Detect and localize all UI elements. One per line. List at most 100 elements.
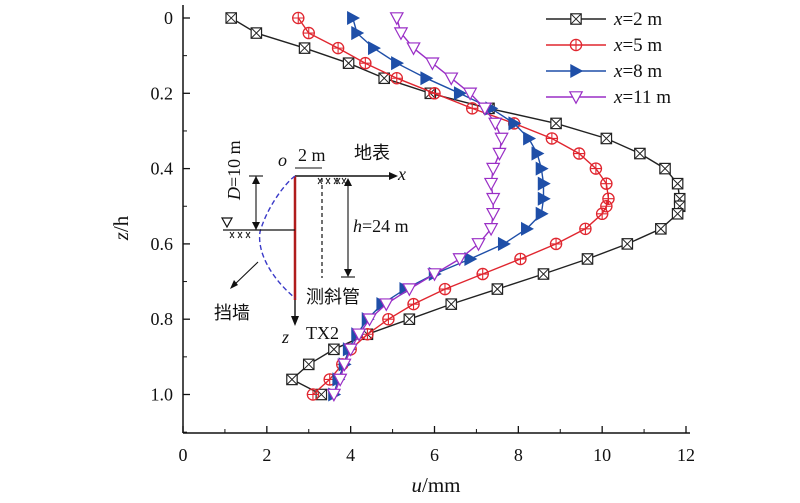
data-point bbox=[568, 91, 584, 105]
data-point bbox=[494, 132, 509, 146]
x-tick-label: 4 bbox=[346, 445, 355, 465]
data-point-plus bbox=[360, 57, 371, 69]
data-point bbox=[343, 343, 358, 357]
legend-item: x=8 m bbox=[546, 61, 662, 82]
axis-ticks: 0 2 4 6 8 10 12 0 0.2 0.4 0.6 0.8 1.0 bbox=[151, 8, 696, 465]
inset-wall-pointer bbox=[231, 261, 259, 288]
data-point-plus bbox=[303, 27, 314, 39]
inset-height-dim-arrow-bottom bbox=[344, 269, 352, 277]
data-point-plus bbox=[601, 178, 612, 189]
data-point bbox=[382, 312, 395, 326]
data-point bbox=[452, 253, 467, 267]
data-point bbox=[465, 102, 479, 115]
data-point bbox=[579, 222, 592, 236]
legend-value: =8 m bbox=[622, 61, 662, 82]
data-point-cross bbox=[299, 42, 311, 54]
series-3 bbox=[326, 12, 509, 402]
data-point-plus bbox=[580, 223, 591, 235]
data-point bbox=[523, 131, 537, 146]
data-point bbox=[589, 162, 603, 175]
data-point-cross bbox=[378, 72, 390, 84]
legend-label: x=11 m bbox=[613, 87, 671, 108]
y-tick-label: 0.6 bbox=[151, 234, 174, 254]
data-point bbox=[390, 71, 404, 85]
data-point bbox=[572, 147, 586, 160]
data-point bbox=[306, 388, 320, 401]
x-tick-label: 12 bbox=[677, 445, 695, 465]
data-point bbox=[535, 206, 549, 221]
data-point bbox=[537, 191, 551, 206]
inset-z-arrowhead bbox=[291, 316, 299, 326]
data-point-plus bbox=[570, 39, 582, 51]
inset-x-axis-label: x bbox=[397, 164, 406, 184]
data-point-plus bbox=[546, 133, 558, 144]
data-point-plus bbox=[293, 12, 304, 24]
inset-excavation-hatch bbox=[229, 231, 251, 239]
legend-value: =2 m bbox=[622, 9, 662, 30]
legend-item: x=5 m bbox=[546, 35, 662, 56]
data-point bbox=[485, 162, 501, 177]
data-point bbox=[351, 26, 365, 41]
data-point-plus bbox=[429, 88, 440, 99]
data-point bbox=[368, 41, 381, 56]
legend-var: x bbox=[613, 61, 623, 82]
data-point bbox=[549, 237, 563, 251]
data-point bbox=[483, 177, 499, 192]
data-point bbox=[389, 12, 404, 26]
data-point-cross bbox=[621, 238, 633, 250]
data-point bbox=[471, 238, 486, 252]
data-point-plus bbox=[307, 389, 319, 400]
data-point-plus bbox=[477, 268, 488, 280]
data-point-plus bbox=[515, 253, 526, 265]
series-2 bbox=[328, 10, 551, 402]
legend-var: x bbox=[613, 87, 623, 108]
legend-value: =5 m bbox=[622, 35, 662, 56]
data-point-cross bbox=[672, 178, 684, 190]
data-point bbox=[535, 161, 549, 176]
data-point bbox=[492, 147, 507, 161]
x-tick-label: 2 bbox=[262, 445, 271, 465]
inset-height-dim-arrow-top bbox=[344, 178, 352, 186]
inset-wall-pointer-head bbox=[230, 280, 238, 289]
data-point bbox=[391, 56, 405, 71]
data-point-cross bbox=[655, 223, 667, 235]
legend-value: =11 m bbox=[622, 87, 671, 108]
data-point-cross bbox=[659, 163, 671, 175]
data-point bbox=[428, 87, 441, 100]
x-tick-label: 10 bbox=[593, 445, 611, 465]
x-tick-label: 8 bbox=[514, 445, 523, 465]
inset-depth-dim-arrow-top bbox=[252, 176, 260, 184]
y-tick-label: 0.4 bbox=[151, 159, 174, 179]
data-point bbox=[453, 86, 467, 101]
data-point bbox=[464, 251, 478, 267]
x-axis-title: u/mm bbox=[411, 473, 460, 497]
data-point bbox=[425, 57, 440, 71]
data-point bbox=[600, 177, 613, 190]
data-point bbox=[508, 116, 522, 131]
inset-depth-label: D=10 m bbox=[224, 140, 244, 201]
inset-surface-hatch bbox=[317, 177, 347, 185]
data-point bbox=[485, 207, 501, 222]
y-axis-title: z/h bbox=[109, 215, 133, 241]
data-point-cross bbox=[550, 117, 562, 129]
data-point bbox=[477, 102, 493, 116]
data-point-cross bbox=[225, 12, 237, 24]
x-tick-label: 0 bbox=[179, 445, 188, 465]
data-point bbox=[362, 313, 377, 327]
data-point-plus bbox=[596, 208, 608, 219]
data-point bbox=[379, 298, 394, 312]
data-point-cross bbox=[343, 57, 355, 69]
data-point bbox=[393, 27, 409, 41]
data-point bbox=[569, 38, 583, 52]
data-point bbox=[402, 283, 417, 297]
inset-water-mark bbox=[220, 217, 234, 229]
data-point bbox=[521, 221, 534, 236]
data-point-cross bbox=[570, 13, 582, 25]
data-point bbox=[497, 236, 511, 251]
data-point bbox=[407, 297, 420, 311]
data-point bbox=[351, 328, 367, 342]
data-point bbox=[420, 71, 434, 86]
data-point bbox=[600, 199, 613, 213]
data-point bbox=[406, 42, 421, 56]
